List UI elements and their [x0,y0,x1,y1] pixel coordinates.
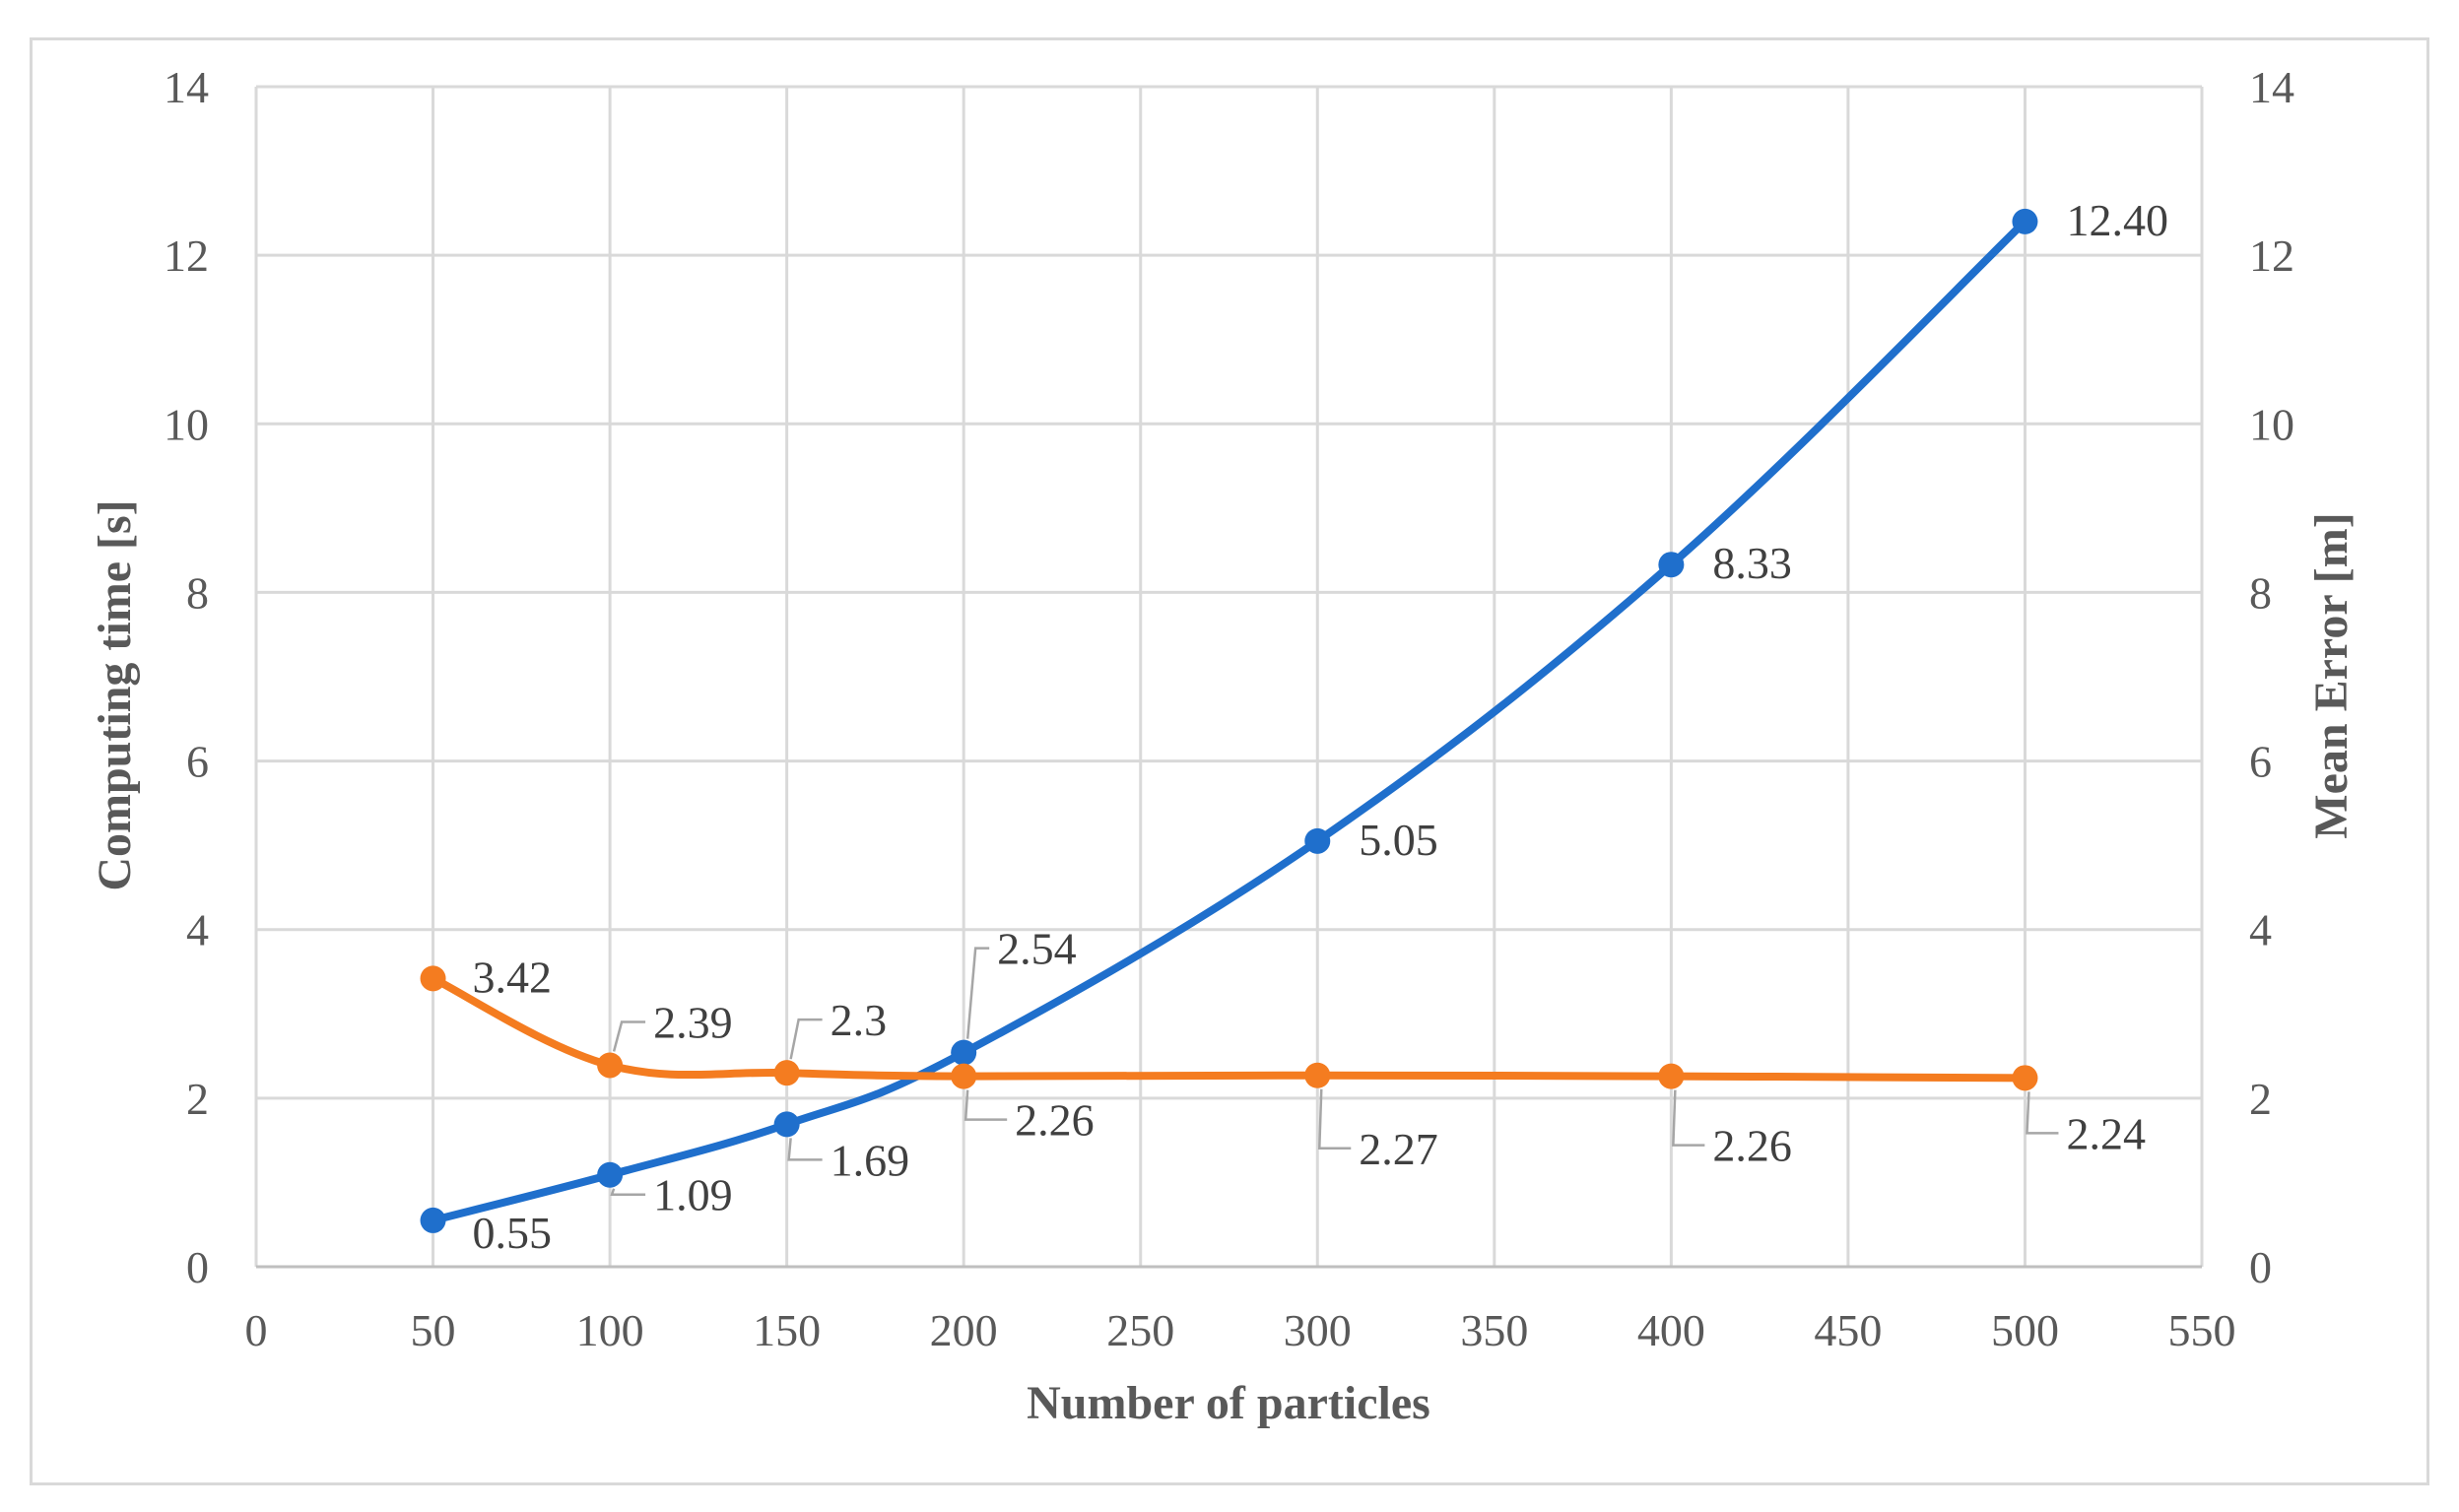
x-tick-label: 250 [1106,1305,1174,1355]
y-right-tick-label: 0 [2249,1242,2272,1292]
data-point [2012,208,2038,234]
data-label: 1.69 [831,1135,910,1185]
data-label: 2.39 [653,997,733,1047]
data-label: 2.54 [997,924,1077,974]
label-leader [965,947,990,1039]
label-leader [789,1018,823,1060]
data-label: 2.3 [831,995,888,1045]
x-tick-label: 300 [1284,1305,1352,1355]
axes: 0 50 100 150 200 250 300 350 400 450 500 5500246810… [164,62,2294,1355]
data-point [1658,1063,1685,1089]
data-point [2012,1065,2038,1091]
y-right-tick-label: 2 [2249,1074,2272,1124]
data-point [951,1039,977,1066]
y-right-tick-label: 14 [2249,62,2294,112]
data-labels: 0.55 1.09 1.69 2.54 5.05 8.33 12.40 3.42 2.39 2.3… [473,195,2168,1258]
data-label: 3.42 [473,952,552,1002]
y-right-tick-label: 12 [2249,230,2294,281]
data-label: 12.40 [2066,195,2168,245]
x-tick-label: 400 [1637,1305,1705,1355]
y-left-tick-label: 6 [186,737,209,787]
x-tick-label: 450 [1814,1305,1882,1355]
y-left-tick-label: 2 [186,1074,209,1124]
x-tick-label: 50 [411,1305,456,1355]
data-point [773,1111,800,1138]
data-point [420,965,446,992]
series-line-computing-time [429,217,2029,1224]
x-tick-label: 500 [1991,1305,2059,1355]
data-label: 8.33 [1712,538,1792,588]
data-label: 1.09 [653,1170,733,1220]
gridlines [254,85,2204,1267]
x-tick-label: 100 [576,1305,644,1355]
data-label: 2.24 [2066,1108,2146,1158]
y-axis-right-title: Mean Error [m] [2305,512,2358,838]
y-right-tick-label: 10 [2249,399,2294,449]
label-leaders [610,947,2059,1196]
data-label: 5.05 [1359,815,1438,865]
x-tick-label: 0 [245,1305,268,1355]
label-leader [964,1089,1008,1121]
label-leader [610,1188,646,1196]
data-label: 2.27 [1359,1124,1438,1174]
y-left-tick-label: 8 [186,567,209,618]
y-left-tick-label: 12 [164,230,209,281]
y-right-tick-label: 4 [2249,905,2272,955]
label-leader [2026,1091,2059,1135]
y-left-tick-label: 10 [164,399,209,449]
x-tick-label: 200 [930,1305,998,1355]
data-point [420,1207,446,1233]
y-right-tick-label: 8 [2249,567,2272,618]
series [420,208,2038,1233]
y-left-tick-label: 14 [164,62,209,112]
data-label: 2.26 [1712,1121,1792,1171]
data-point [597,1052,624,1079]
label-leader [1672,1089,1705,1147]
y-left-tick-label: 4 [186,905,209,955]
data-point [1304,1062,1331,1088]
data-point [1304,827,1331,854]
data-label: 0.55 [473,1208,552,1258]
y-axis-left-title: Computing time [s] [89,499,141,890]
y-left-tick-label: 0 [186,1242,209,1292]
data-label: 2.26 [1015,1095,1095,1146]
label-leader [1317,1088,1352,1150]
x-tick-label: 350 [1460,1305,1528,1355]
x-axis-title: Number of particles [1027,1377,1430,1429]
x-tick-label: 150 [753,1305,821,1355]
y-right-tick-label: 6 [2249,737,2272,787]
label-leader [612,1020,646,1052]
data-point [773,1060,800,1086]
data-point [1658,552,1685,578]
data-point [597,1161,624,1188]
x-tick-label: 550 [2168,1305,2236,1355]
data-point [951,1063,977,1089]
label-leader [787,1138,823,1161]
